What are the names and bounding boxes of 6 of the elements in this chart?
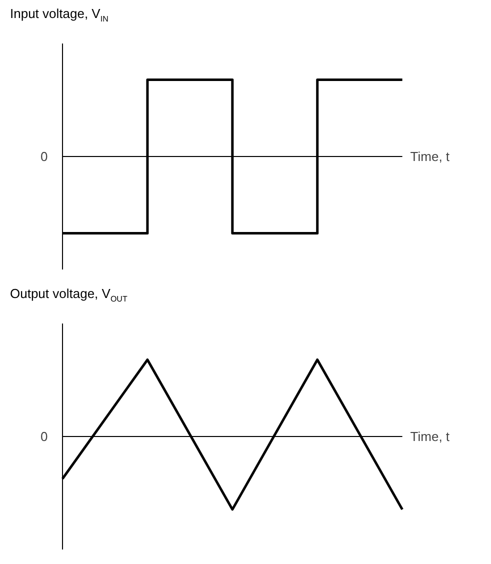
chart-title: Output voltage, V$_{OUT}$ [9, 285, 128, 306]
text: 0 [40, 429, 48, 444]
x-axis-title: Time, t [410, 149, 450, 164]
text: 0 [40, 149, 48, 164]
x-axis-title: Time, t [410, 429, 450, 444]
chart-title: Input voltage, V$_{IN}$ [9, 5, 108, 26]
